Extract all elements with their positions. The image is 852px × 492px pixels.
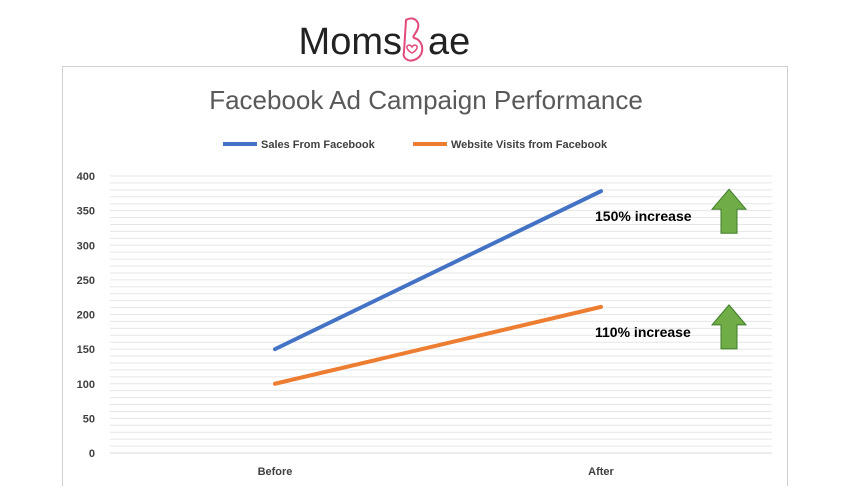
chart-frame: Facebook Ad Campaign Performance Sales F… xyxy=(62,66,788,486)
y-tick-label: 300 xyxy=(77,240,95,252)
x-tick-label: Before xyxy=(258,466,293,478)
y-tick-label: 100 xyxy=(77,379,95,391)
logo-b-icon xyxy=(402,17,424,62)
up-arrow-icon xyxy=(710,304,748,350)
brand-logo-mark: Moms ae xyxy=(299,17,470,63)
brand-logo: Moms ae xyxy=(0,14,852,64)
gridlines xyxy=(110,175,772,454)
legend-label: Sales From Facebook xyxy=(261,139,376,151)
x-tick-label: After xyxy=(588,466,614,478)
annotations: 150% increase 110% increase xyxy=(595,188,748,350)
y-tick-label: 50 xyxy=(83,413,95,425)
logo-text-moms: Moms xyxy=(299,21,402,63)
annotation-label: 150% increase xyxy=(595,208,692,224)
y-tick-label: 0 xyxy=(89,448,95,460)
legend-label: Website Visits from Facebook xyxy=(451,139,608,151)
chart-legend: Sales From Facebook Website Visits from F… xyxy=(223,139,608,151)
series-lines xyxy=(273,189,603,386)
line-chart: Facebook Ad Campaign Performance Sales F… xyxy=(77,85,772,478)
logo-text-ae: ae xyxy=(428,21,470,63)
y-tick-label: 200 xyxy=(77,310,95,322)
up-arrow-icon xyxy=(710,188,748,234)
chart-title: Facebook Ad Campaign Performance xyxy=(209,85,643,115)
y-tick-label: 250 xyxy=(77,275,95,287)
x-axis: Before After xyxy=(258,466,615,478)
y-axis: 0 50 100 150 200 250 300 350 400 xyxy=(77,171,95,460)
y-tick-label: 400 xyxy=(77,171,95,183)
series-line xyxy=(273,304,603,386)
y-tick-label: 350 xyxy=(77,206,95,218)
annotation-label: 110% increase xyxy=(595,324,691,340)
y-tick-label: 150 xyxy=(77,344,95,356)
series-line xyxy=(273,189,603,352)
